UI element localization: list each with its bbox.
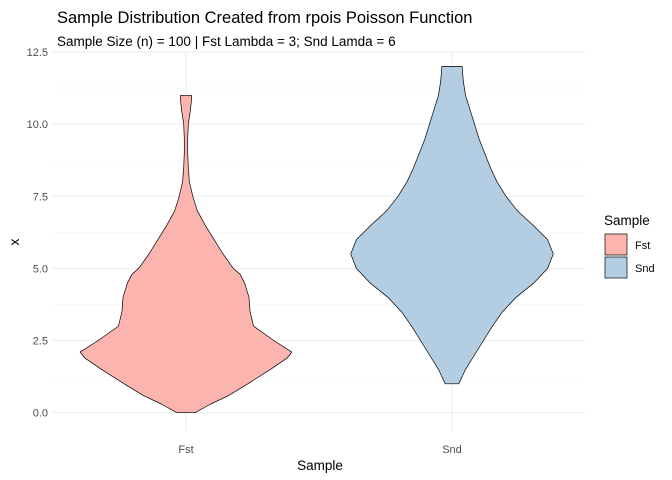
x-axis-ticks: Fst Snd xyxy=(178,444,461,456)
legend-label-fst: Fst xyxy=(635,240,650,252)
violin-fst xyxy=(79,94,293,414)
x-tick-label: Snd xyxy=(442,444,462,456)
legend-title: Sample xyxy=(604,213,650,228)
y-tick-label: 7.5 xyxy=(33,191,48,203)
violin-snd xyxy=(350,66,554,385)
y-axis-title: x xyxy=(7,238,22,245)
y-tick-label: 2.5 xyxy=(33,336,48,348)
chart-subtitle: Sample Size (n) = 100 | Fst Lambda = 3; … xyxy=(57,34,396,49)
violin-series xyxy=(79,66,554,414)
legend-label-snd: Snd xyxy=(635,263,655,275)
y-tick-label: 10.0 xyxy=(27,119,48,131)
legend-key-snd xyxy=(604,256,628,279)
y-tick-label: 0.0 xyxy=(33,408,48,420)
x-tick-label: Fst xyxy=(178,444,193,456)
y-tick-label: 12.5 xyxy=(27,47,48,59)
x-axis-title: Sample xyxy=(297,458,343,473)
chart-title: Sample Distribution Created from rpois P… xyxy=(57,9,472,27)
legend: Sample Fst Snd xyxy=(604,213,655,279)
y-axis-ticks: 0.0 2.5 5.0 7.5 10.0 12.5 xyxy=(27,47,48,420)
legend-key-fst xyxy=(604,233,628,256)
y-tick-label: 5.0 xyxy=(33,263,48,275)
